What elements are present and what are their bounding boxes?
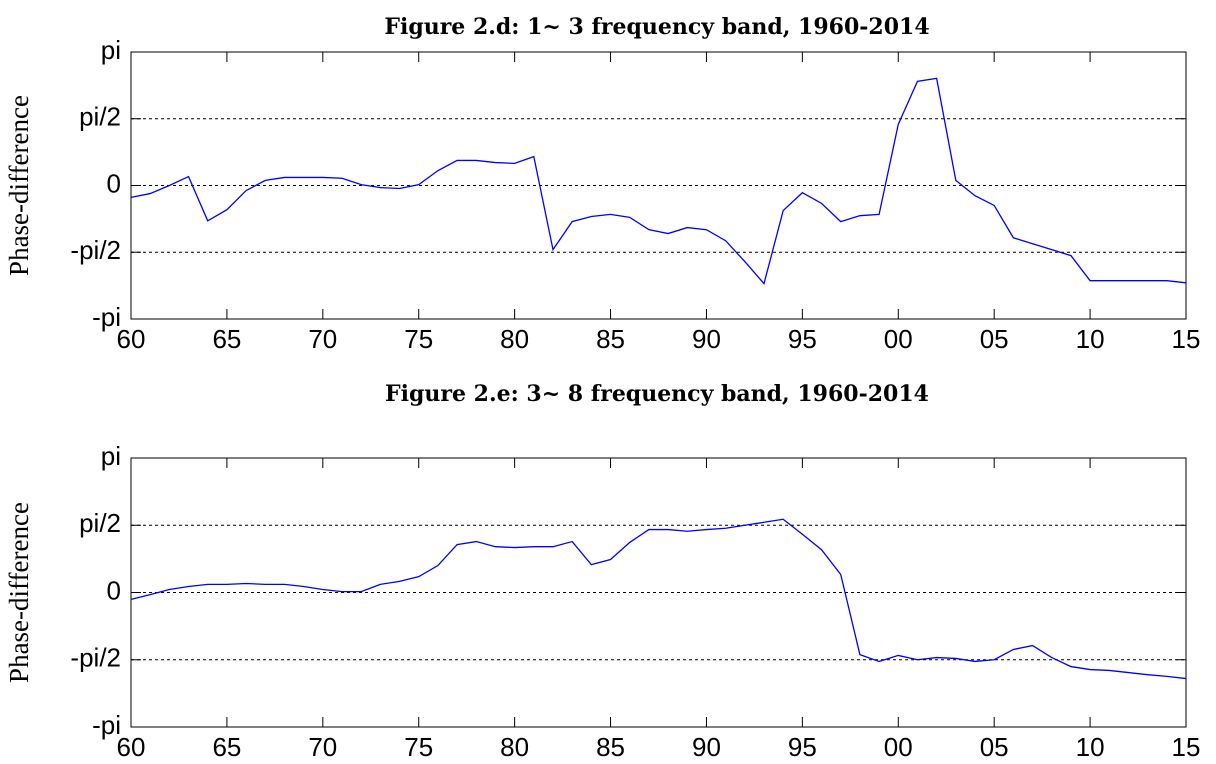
y-axis-label: Phase-difference bbox=[4, 95, 34, 276]
y-tick-label: pi bbox=[101, 441, 121, 471]
x-tick-label: 95 bbox=[788, 732, 817, 762]
x-tick-label: 75 bbox=[404, 732, 433, 762]
x-tick-label: 65 bbox=[212, 324, 241, 354]
x-tick-label: 15 bbox=[1172, 732, 1201, 762]
x-tick-label: 00 bbox=[884, 324, 913, 354]
x-tick-label: 60 bbox=[117, 324, 146, 354]
y-tick-label: pi/2 bbox=[79, 102, 121, 132]
y-tick-label: pi/2 bbox=[79, 508, 121, 538]
x-tick-label: 75 bbox=[404, 324, 433, 354]
x-tick-label: 70 bbox=[308, 324, 337, 354]
x-tick-label: 85 bbox=[596, 324, 625, 354]
y-tick-label: -pi/2 bbox=[70, 643, 121, 673]
x-tick-label: 70 bbox=[308, 732, 337, 762]
data-line bbox=[130, 518, 1187, 680]
x-tick-label: 05 bbox=[980, 324, 1009, 354]
y-tick-label: pi bbox=[101, 35, 121, 65]
y-tick-label: -pi bbox=[92, 710, 121, 740]
plot-frame bbox=[130, 51, 1187, 320]
x-tick-label: 10 bbox=[1076, 324, 1105, 354]
x-tick-label: 85 bbox=[596, 732, 625, 762]
x-tick-label: 00 bbox=[884, 732, 913, 762]
x-tick-label: 90 bbox=[692, 732, 721, 762]
chart-title: Figure 2.e: 3~ 8 frequency band, 1960-20… bbox=[385, 381, 929, 407]
y-axis-label: Phase-difference bbox=[4, 502, 34, 683]
x-tick-label: 65 bbox=[212, 732, 241, 762]
x-tick-label: 80 bbox=[500, 732, 529, 762]
x-tick-label: 80 bbox=[500, 324, 529, 354]
y-tick-label: 0 bbox=[107, 168, 121, 198]
x-tick-label: 95 bbox=[788, 324, 817, 354]
x-tick-label: 05 bbox=[980, 732, 1009, 762]
x-tick-label: 60 bbox=[117, 732, 146, 762]
x-tick-label: 10 bbox=[1076, 732, 1105, 762]
data-line bbox=[130, 77, 1187, 286]
y-tick-label: -pi bbox=[92, 302, 121, 332]
y-tick-label: 0 bbox=[107, 575, 121, 605]
x-tick-label: 90 bbox=[692, 324, 721, 354]
x-tick-label: 15 bbox=[1172, 324, 1201, 354]
chart-title: Figure 2.d: 1~ 3 frequency band, 1960-20… bbox=[384, 14, 929, 40]
y-tick-label: -pi/2 bbox=[70, 235, 121, 265]
plot-frame bbox=[130, 457, 1187, 728]
